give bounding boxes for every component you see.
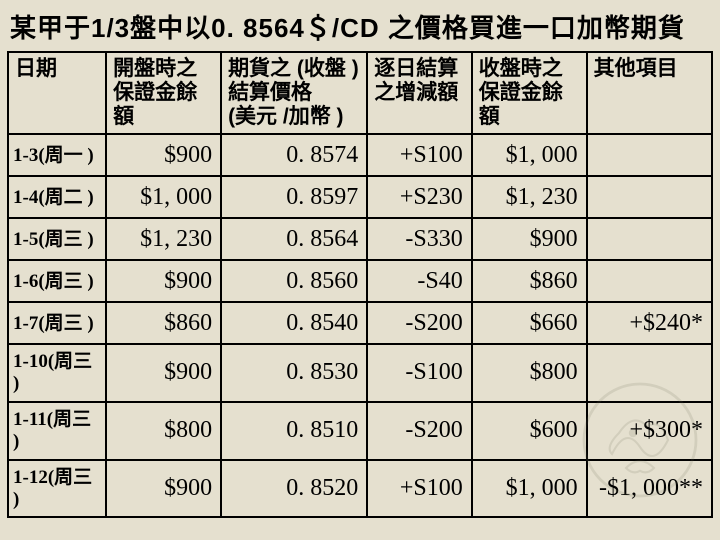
cell-daily-change: -S100 xyxy=(367,344,471,402)
cell-close-margin: $600 xyxy=(472,402,587,460)
cell-other xyxy=(587,176,712,218)
cell-close-margin: $1, 000 xyxy=(472,460,587,518)
table-row: 1-10(周三 )$9000. 8530-S100$800 xyxy=(8,344,712,402)
table-row: 1-6(周三 )$9000. 8560-S40$860 xyxy=(8,260,712,302)
cell-other: -$1, 000** xyxy=(587,460,712,518)
date: 1-7(周三 ) xyxy=(8,302,106,344)
date: 1-12(周三 ) xyxy=(8,460,106,518)
cell-open-margin: $900 xyxy=(106,134,221,176)
date: 1-11(周三 ) xyxy=(8,402,106,460)
cell-other xyxy=(587,260,712,302)
table-row: 1-11(周三 )$8000. 8510-S200$600+$300* xyxy=(8,402,712,460)
cell-settle-price: 0. 8560 xyxy=(221,260,367,302)
cell-other xyxy=(587,344,712,402)
date: 1-3(周一 ) xyxy=(8,134,106,176)
cell-open-margin: $1, 000 xyxy=(106,176,221,218)
date: 1-4(周二 ) xyxy=(8,176,106,218)
header-close-margin: 收盤時之保證金餘額 xyxy=(472,52,587,134)
cell-close-margin: $800 xyxy=(472,344,587,402)
cell-close-margin: $860 xyxy=(472,260,587,302)
cell-settle-price: 0. 8597 xyxy=(221,176,367,218)
cell-other xyxy=(587,134,712,176)
table-row: 1-7(周三 )$8600. 8540-S200$660+$240* xyxy=(8,302,712,344)
cell-daily-change: +S100 xyxy=(367,460,471,518)
cell-settle-price: 0. 8574 xyxy=(221,134,367,176)
cell-close-margin: $900 xyxy=(472,218,587,260)
cell-open-margin: $800 xyxy=(106,402,221,460)
cell-open-margin: $900 xyxy=(106,460,221,518)
date: 1-10(周三 ) xyxy=(8,344,106,402)
cell-close-margin: $1, 230 xyxy=(472,176,587,218)
cell-other xyxy=(587,218,712,260)
cell-other: +$300* xyxy=(587,402,712,460)
table-row: 1-4(周二 )$1, 0000. 8597+S230$1, 230 xyxy=(8,176,712,218)
cell-settle-price: 0. 8564 xyxy=(221,218,367,260)
header-other: 其他項目 xyxy=(587,52,712,134)
cell-open-margin: $900 xyxy=(106,260,221,302)
table-row: 1-3(周一 )$9000. 8574+S100$1, 000 xyxy=(8,134,712,176)
header-settle-price: 期貨之 (收盤 )結算價格 (美元 /加幣 ) xyxy=(221,52,367,134)
cell-open-margin: $860 xyxy=(106,302,221,344)
futures-table: 日期 開盤時之保證金餘額 期貨之 (收盤 )結算價格 (美元 /加幣 ) 逐日結… xyxy=(7,51,713,518)
cell-daily-change: -S200 xyxy=(367,302,471,344)
cell-open-margin: $900 xyxy=(106,344,221,402)
cell-daily-change: -S40 xyxy=(367,260,471,302)
table-header-row: 日期 開盤時之保證金餘額 期貨之 (收盤 )結算價格 (美元 /加幣 ) 逐日結… xyxy=(8,52,712,134)
page-title: 某甲于1/3盤中以0. 8564＄/CD 之價格買進一口加幣期貨 xyxy=(0,0,720,51)
table-row: 1-12(周三 )$9000. 8520+S100$1, 000-$1, 000… xyxy=(8,460,712,518)
date: 1-6(周三 ) xyxy=(8,260,106,302)
header-daily-change: 逐日結算之增減額 xyxy=(367,52,471,134)
header-date: 日期 xyxy=(8,52,106,134)
cell-daily-change: -S330 xyxy=(367,218,471,260)
cell-daily-change: +S100 xyxy=(367,134,471,176)
header-open-margin: 開盤時之保證金餘額 xyxy=(106,52,221,134)
cell-daily-change: -S200 xyxy=(367,402,471,460)
cell-close-margin: $660 xyxy=(472,302,587,344)
cell-settle-price: 0. 8510 xyxy=(221,402,367,460)
cell-other: +$240* xyxy=(587,302,712,344)
cell-settle-price: 0. 8530 xyxy=(221,344,367,402)
cell-settle-price: 0. 8540 xyxy=(221,302,367,344)
date: 1-5(周三 ) xyxy=(8,218,106,260)
cell-settle-price: 0. 8520 xyxy=(221,460,367,518)
cell-close-margin: $1, 000 xyxy=(472,134,587,176)
table-row: 1-5(周三 )$1, 2300. 8564-S330$900 xyxy=(8,218,712,260)
cell-open-margin: $1, 230 xyxy=(106,218,221,260)
cell-daily-change: +S230 xyxy=(367,176,471,218)
